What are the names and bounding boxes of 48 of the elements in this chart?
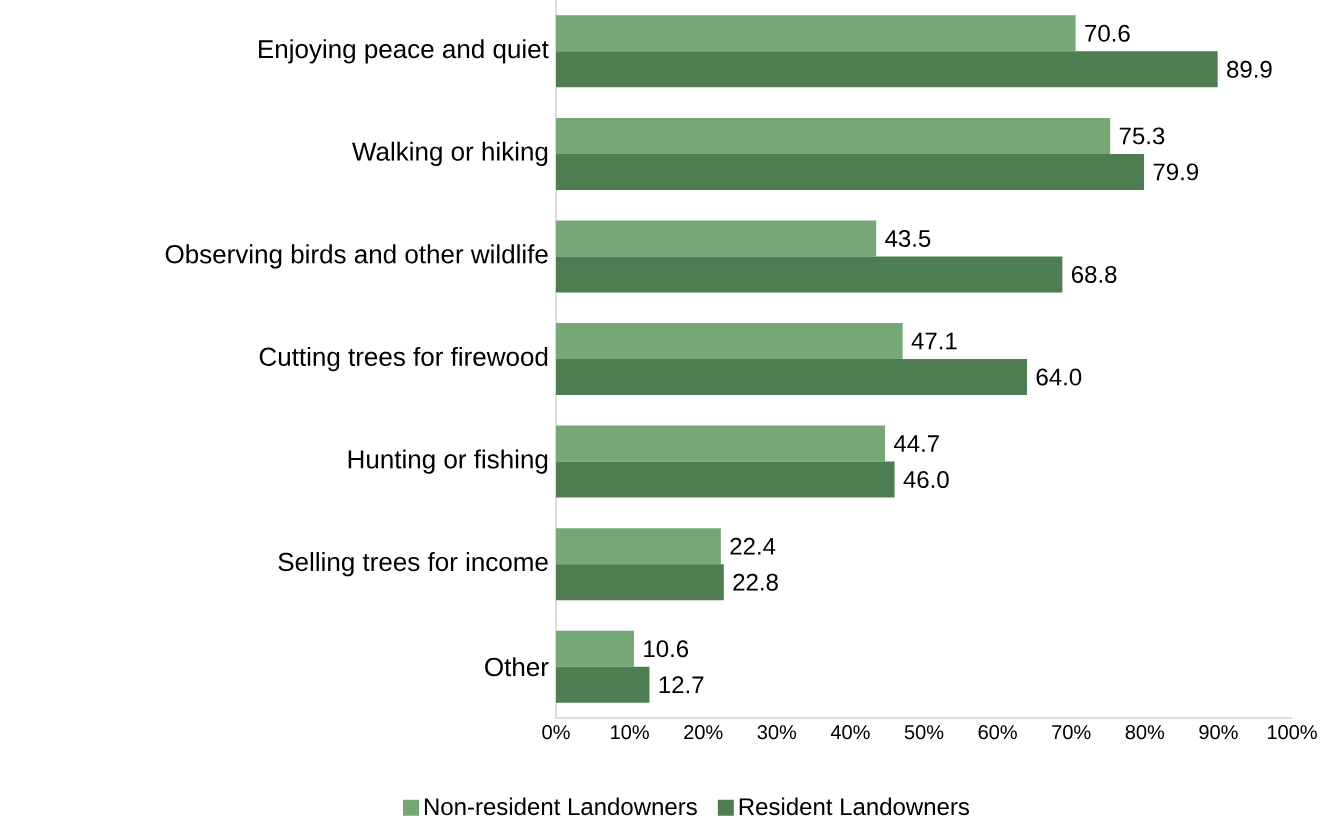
- data-label: 22.8: [733, 573, 778, 591]
- data-label: 79.9: [1153, 163, 1199, 181]
- data-label: 46.0: [903, 471, 949, 489]
- y-tick-label: Walking or hiking: [352, 141, 548, 166]
- x-tick-label: 60%: [978, 725, 1017, 740]
- bar: [556, 220, 877, 257]
- bar: [556, 117, 1111, 154]
- bar: [556, 359, 1028, 396]
- data-label: 75.3: [1119, 127, 1165, 145]
- bar: [556, 323, 903, 360]
- bar: [556, 425, 885, 462]
- data-label: 22.4: [730, 537, 776, 555]
- bar: [556, 256, 1063, 293]
- data-label: 12.7: [659, 676, 704, 694]
- x-tick-label: 30%: [757, 725, 797, 740]
- x-tick-label: 40%: [830, 725, 870, 740]
- bar: [556, 153, 1145, 190]
- data-label: 43.5: [885, 229, 931, 247]
- y-tick-label: Hunting or fishing: [348, 449, 548, 474]
- x-tick-label: 20%: [684, 725, 723, 740]
- bar: [556, 564, 724, 601]
- y-tick-label: Other: [485, 657, 549, 677]
- bar: [556, 528, 721, 565]
- x-tick-label: 80%: [1125, 725, 1165, 740]
- y-tick-label: Enjoying peace and quiet: [259, 39, 549, 64]
- bar: [556, 51, 1218, 88]
- bar: [556, 15, 1076, 52]
- bar: [556, 630, 635, 667]
- x-tick-label: 50%: [904, 725, 944, 740]
- x-tick-label: 0%: [542, 725, 570, 740]
- data-label: 70.6: [1085, 24, 1130, 42]
- legend-label: Resident Landowners: [739, 797, 970, 816]
- data-label: 44.7: [893, 435, 939, 452]
- y-tick-label: Selling trees for income: [278, 552, 548, 577]
- bar: [556, 666, 650, 703]
- x-tick-label: 70%: [1052, 725, 1091, 740]
- data-label: 10.6: [644, 640, 689, 658]
- x-tick-label: 100%: [1267, 725, 1317, 740]
- y-tick-label: Cutting trees for firewood: [259, 346, 548, 372]
- data-label: 47.1: [911, 332, 957, 350]
- y-tick-label: Observing birds and other wildlife: [165, 244, 548, 269]
- data-label: 68.8: [1071, 265, 1117, 283]
- data-label: 64.0: [1036, 368, 1082, 386]
- data-label: 89.9: [1227, 60, 1272, 78]
- x-tick-label: 10%: [611, 725, 649, 740]
- bar: [556, 461, 895, 498]
- x-tick-label: 90%: [1199, 725, 1238, 740]
- legend-label: Non-resident Landowners: [424, 797, 697, 816]
